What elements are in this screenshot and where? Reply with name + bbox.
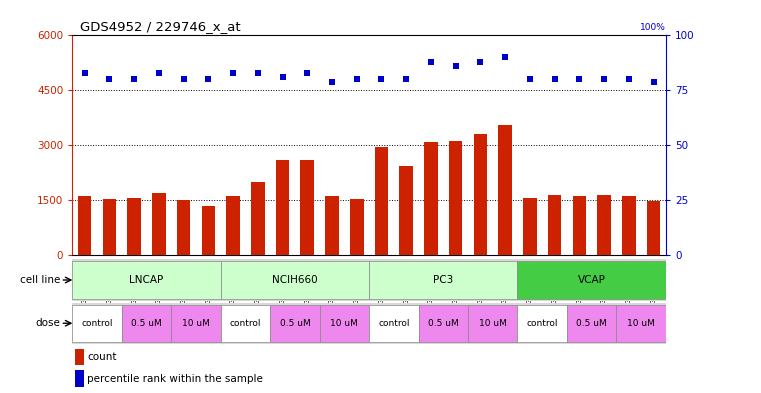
Text: 0.5 uM: 0.5 uM	[576, 319, 607, 328]
Point	[400, 76, 412, 83]
Point	[276, 74, 288, 80]
Bar	[301, 160, 314, 255]
Bar	[468, 305, 517, 342]
Bar	[374, 147, 388, 255]
Bar	[75, 349, 84, 365]
Text: control: control	[378, 319, 409, 328]
Bar	[616, 305, 666, 342]
Point	[128, 76, 140, 83]
Text: control: control	[81, 319, 113, 328]
Bar	[320, 305, 369, 342]
Bar	[449, 141, 463, 255]
Bar	[424, 142, 438, 255]
Point	[301, 70, 314, 76]
Point	[351, 76, 363, 83]
Bar	[103, 199, 116, 255]
Text: 10 uM: 10 uM	[479, 319, 507, 328]
Text: GDS4952 / 229746_x_at: GDS4952 / 229746_x_at	[80, 20, 240, 33]
Point	[103, 76, 116, 83]
Bar	[275, 160, 289, 255]
Point	[474, 59, 486, 65]
Text: control: control	[230, 319, 261, 328]
Point	[177, 76, 189, 83]
Bar	[622, 196, 635, 255]
Bar	[473, 134, 487, 255]
Bar	[647, 201, 661, 255]
Bar	[597, 195, 611, 255]
Point	[598, 76, 610, 83]
Text: dose: dose	[36, 318, 60, 328]
Bar	[202, 206, 215, 255]
Point	[499, 54, 511, 61]
Bar	[369, 305, 419, 342]
Point	[227, 70, 239, 76]
Text: count: count	[87, 352, 116, 362]
Bar	[177, 200, 190, 255]
Bar	[572, 196, 586, 255]
Point	[450, 63, 462, 69]
Bar	[517, 305, 567, 342]
Text: 10 uM: 10 uM	[627, 319, 655, 328]
Bar	[221, 305, 270, 342]
Point	[622, 76, 635, 83]
Bar	[72, 305, 122, 342]
Bar	[350, 199, 364, 255]
Text: 10 uM: 10 uM	[182, 319, 210, 328]
Bar	[171, 305, 221, 342]
Text: cell line: cell line	[20, 275, 60, 285]
Bar	[548, 195, 562, 255]
Text: NCIH660: NCIH660	[272, 275, 317, 285]
Bar	[369, 261, 517, 299]
Bar	[127, 198, 141, 255]
Bar	[517, 261, 666, 299]
Point	[648, 79, 660, 85]
Bar	[270, 305, 320, 342]
Point	[326, 79, 338, 85]
Bar	[226, 196, 240, 255]
Bar	[400, 165, 413, 255]
Point	[252, 70, 264, 76]
Bar	[72, 261, 221, 299]
Text: 0.5 uM: 0.5 uM	[279, 319, 310, 328]
Bar	[251, 182, 265, 255]
Text: PC3: PC3	[433, 275, 454, 285]
Bar	[122, 305, 171, 342]
Point	[573, 76, 585, 83]
Text: 0.5 uM: 0.5 uM	[428, 319, 459, 328]
Bar	[523, 198, 537, 255]
Text: VCAP: VCAP	[578, 275, 606, 285]
Point	[202, 76, 215, 83]
Text: 0.5 uM: 0.5 uM	[131, 319, 162, 328]
Bar	[152, 193, 166, 255]
Bar	[221, 261, 369, 299]
Bar	[419, 305, 468, 342]
Point	[524, 76, 536, 83]
Bar	[78, 196, 91, 255]
Text: control: control	[527, 319, 558, 328]
Text: LNCAP: LNCAP	[129, 275, 164, 285]
Bar	[567, 305, 616, 342]
Point	[425, 59, 437, 65]
Bar	[325, 196, 339, 255]
Text: percentile rank within the sample: percentile rank within the sample	[87, 374, 263, 384]
Point	[153, 70, 165, 76]
Point	[78, 70, 91, 76]
Bar	[75, 371, 84, 387]
Point	[549, 76, 561, 83]
Text: 100%: 100%	[640, 23, 666, 32]
Text: 10 uM: 10 uM	[330, 319, 358, 328]
Point	[375, 76, 387, 83]
Bar	[498, 125, 512, 255]
